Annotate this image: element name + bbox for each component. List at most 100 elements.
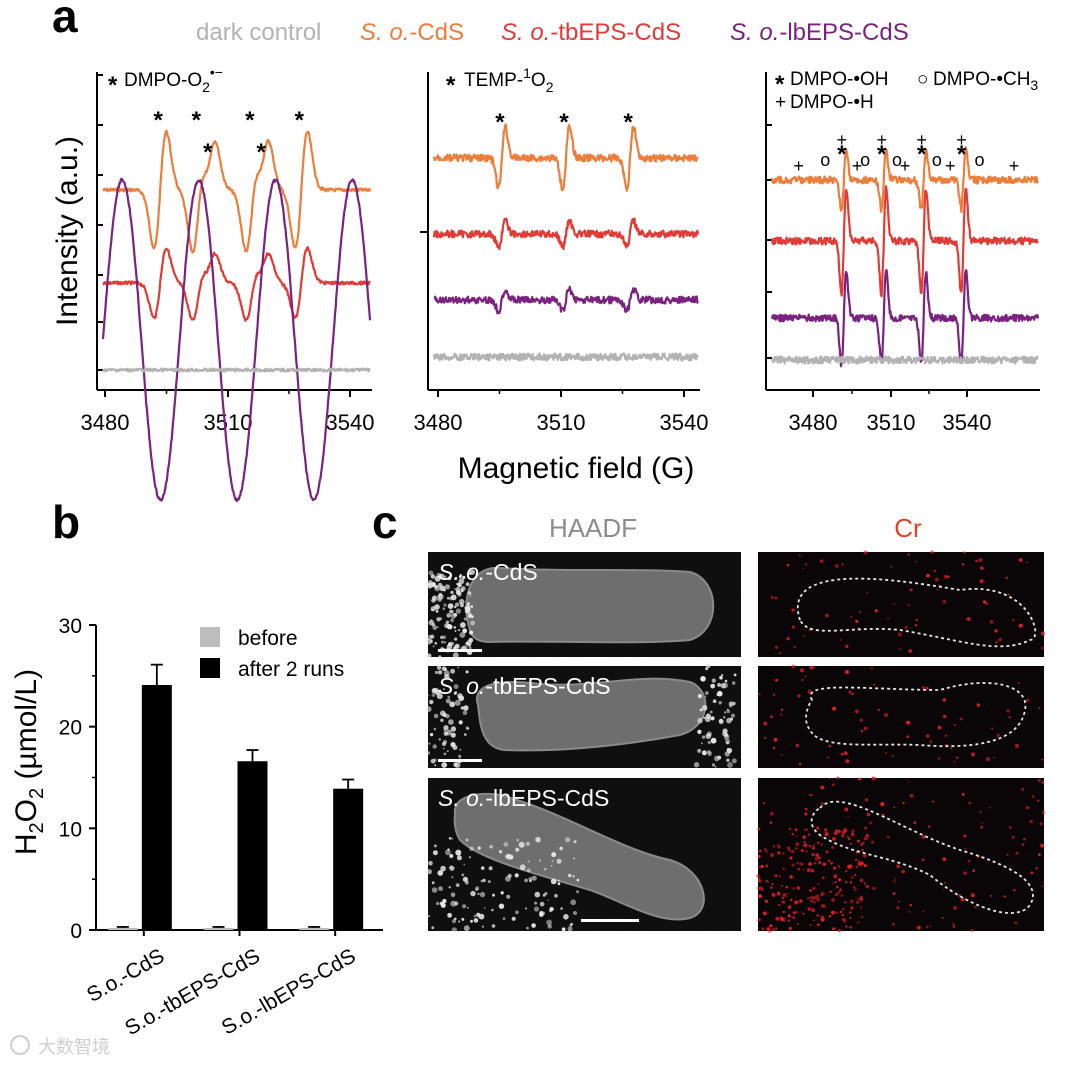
nanoparticle [547,899,549,901]
nanoparticle [728,701,734,707]
nanoparticle [547,924,552,929]
nanoparticle [430,758,436,764]
cr-signal-dot [960,717,963,721]
nanoparticle [733,673,737,677]
nanoparticle [697,729,702,734]
cr-signal-dot [816,841,820,845]
bar-y-tick-label: 30 [59,615,82,638]
cr-signal-dot [890,565,893,568]
cr-signal-dot [832,927,836,931]
nanoparticle [455,608,462,614]
nanoparticle [477,846,481,850]
cr-signal-dot [857,921,860,924]
cr-signal-dot [937,725,942,730]
cr-signal-dot [801,678,804,682]
plus-marker: + [900,156,911,176]
nanoparticle [458,598,465,605]
nanoparticle [432,850,438,856]
cr-signal-dot [770,853,774,858]
cr-signal-dot [909,793,914,798]
nanoparticle [432,645,435,648]
cr-signal-dot [815,894,820,899]
nanoparticle [557,882,561,886]
nanoparticle [467,906,469,909]
cr-signal-dot [780,708,784,711]
cr-signal-dot [896,864,900,869]
nanoparticle [477,892,480,896]
cr-signal-dot [791,832,794,836]
cr-signal-dot [885,752,887,754]
plus-marker: + [1009,156,1020,176]
nanoparticle [511,916,516,921]
nanoparticle [444,584,450,590]
cr-signal-dot [986,602,989,606]
cr-signal-dot [845,925,848,928]
cr-signal-dot [838,866,841,869]
nanoparticle [451,876,454,879]
cr-signal-dot [938,757,941,760]
cr-signal-dot [788,849,791,852]
epr-trace [770,269,1040,368]
cr-signal-dot [809,889,813,892]
nanoparticle [431,623,436,627]
cr-signal-dot [820,891,825,896]
cr-signal-dot [832,783,835,786]
cr-signal-dot [844,669,850,675]
nanoparticle [450,726,457,732]
nanoparticle [454,637,458,641]
nanoparticle [726,748,729,751]
nanoparticle [527,868,531,873]
nanoparticle [724,751,730,757]
nanoparticle [436,665,442,670]
nanoparticle [431,881,435,885]
cr-signal-dot [761,888,764,891]
epr-trace [101,177,372,502]
cr-map-image [758,552,1044,657]
nanoparticle [458,578,465,585]
nanoparticle [440,635,444,640]
cr-signal-dot [778,652,781,655]
cr-signal-dot [815,826,820,830]
nanoparticle [432,744,437,749]
cr-signal-dot [979,811,982,814]
cr-signal-dot [772,845,776,848]
nanoparticle [437,870,444,876]
cr-signal-dot [1035,866,1038,870]
nanoparticle [444,623,450,629]
nanoparticle [448,837,452,840]
cr-signal-dot [871,840,875,844]
nanoparticle [483,907,486,909]
nanoparticle [470,620,475,626]
legend-swatch-after [200,658,220,678]
nanoparticle [430,574,436,579]
cr-signal-dot [862,853,867,858]
cr-signal-dot [846,835,849,838]
cr-signal-dot [1037,778,1042,783]
epr-trace [433,285,699,315]
nanoparticle [431,926,435,930]
cr-signal-dot [807,907,811,911]
cr-signal-dot [820,843,823,846]
sample-label: S. o.-lbEPS-CdS [438,785,609,811]
epr-trace [432,217,700,251]
nanoparticle [720,673,724,677]
cr-signal-dot [795,835,798,837]
nanoparticle [455,849,462,856]
cr-signal-dot [968,801,972,805]
nanoparticle [450,668,455,674]
cr-signal-dot [843,751,848,756]
cr-signal-dot [976,703,981,707]
cr-signal-dot [953,724,956,727]
nanoparticle [724,679,728,683]
cr-signal-dot [772,693,776,696]
nanoparticle [442,747,445,750]
cr-signal-dot [758,693,761,696]
cr-signal-dot [877,708,880,711]
cr-signal-dot [850,876,854,879]
cr-signal-dot [858,860,860,863]
epr-trace [770,185,1039,298]
nanoparticle [732,681,736,685]
cr-signal-dot [777,851,781,855]
cr-signal-dot [807,689,812,694]
star-marker: * [559,109,569,136]
